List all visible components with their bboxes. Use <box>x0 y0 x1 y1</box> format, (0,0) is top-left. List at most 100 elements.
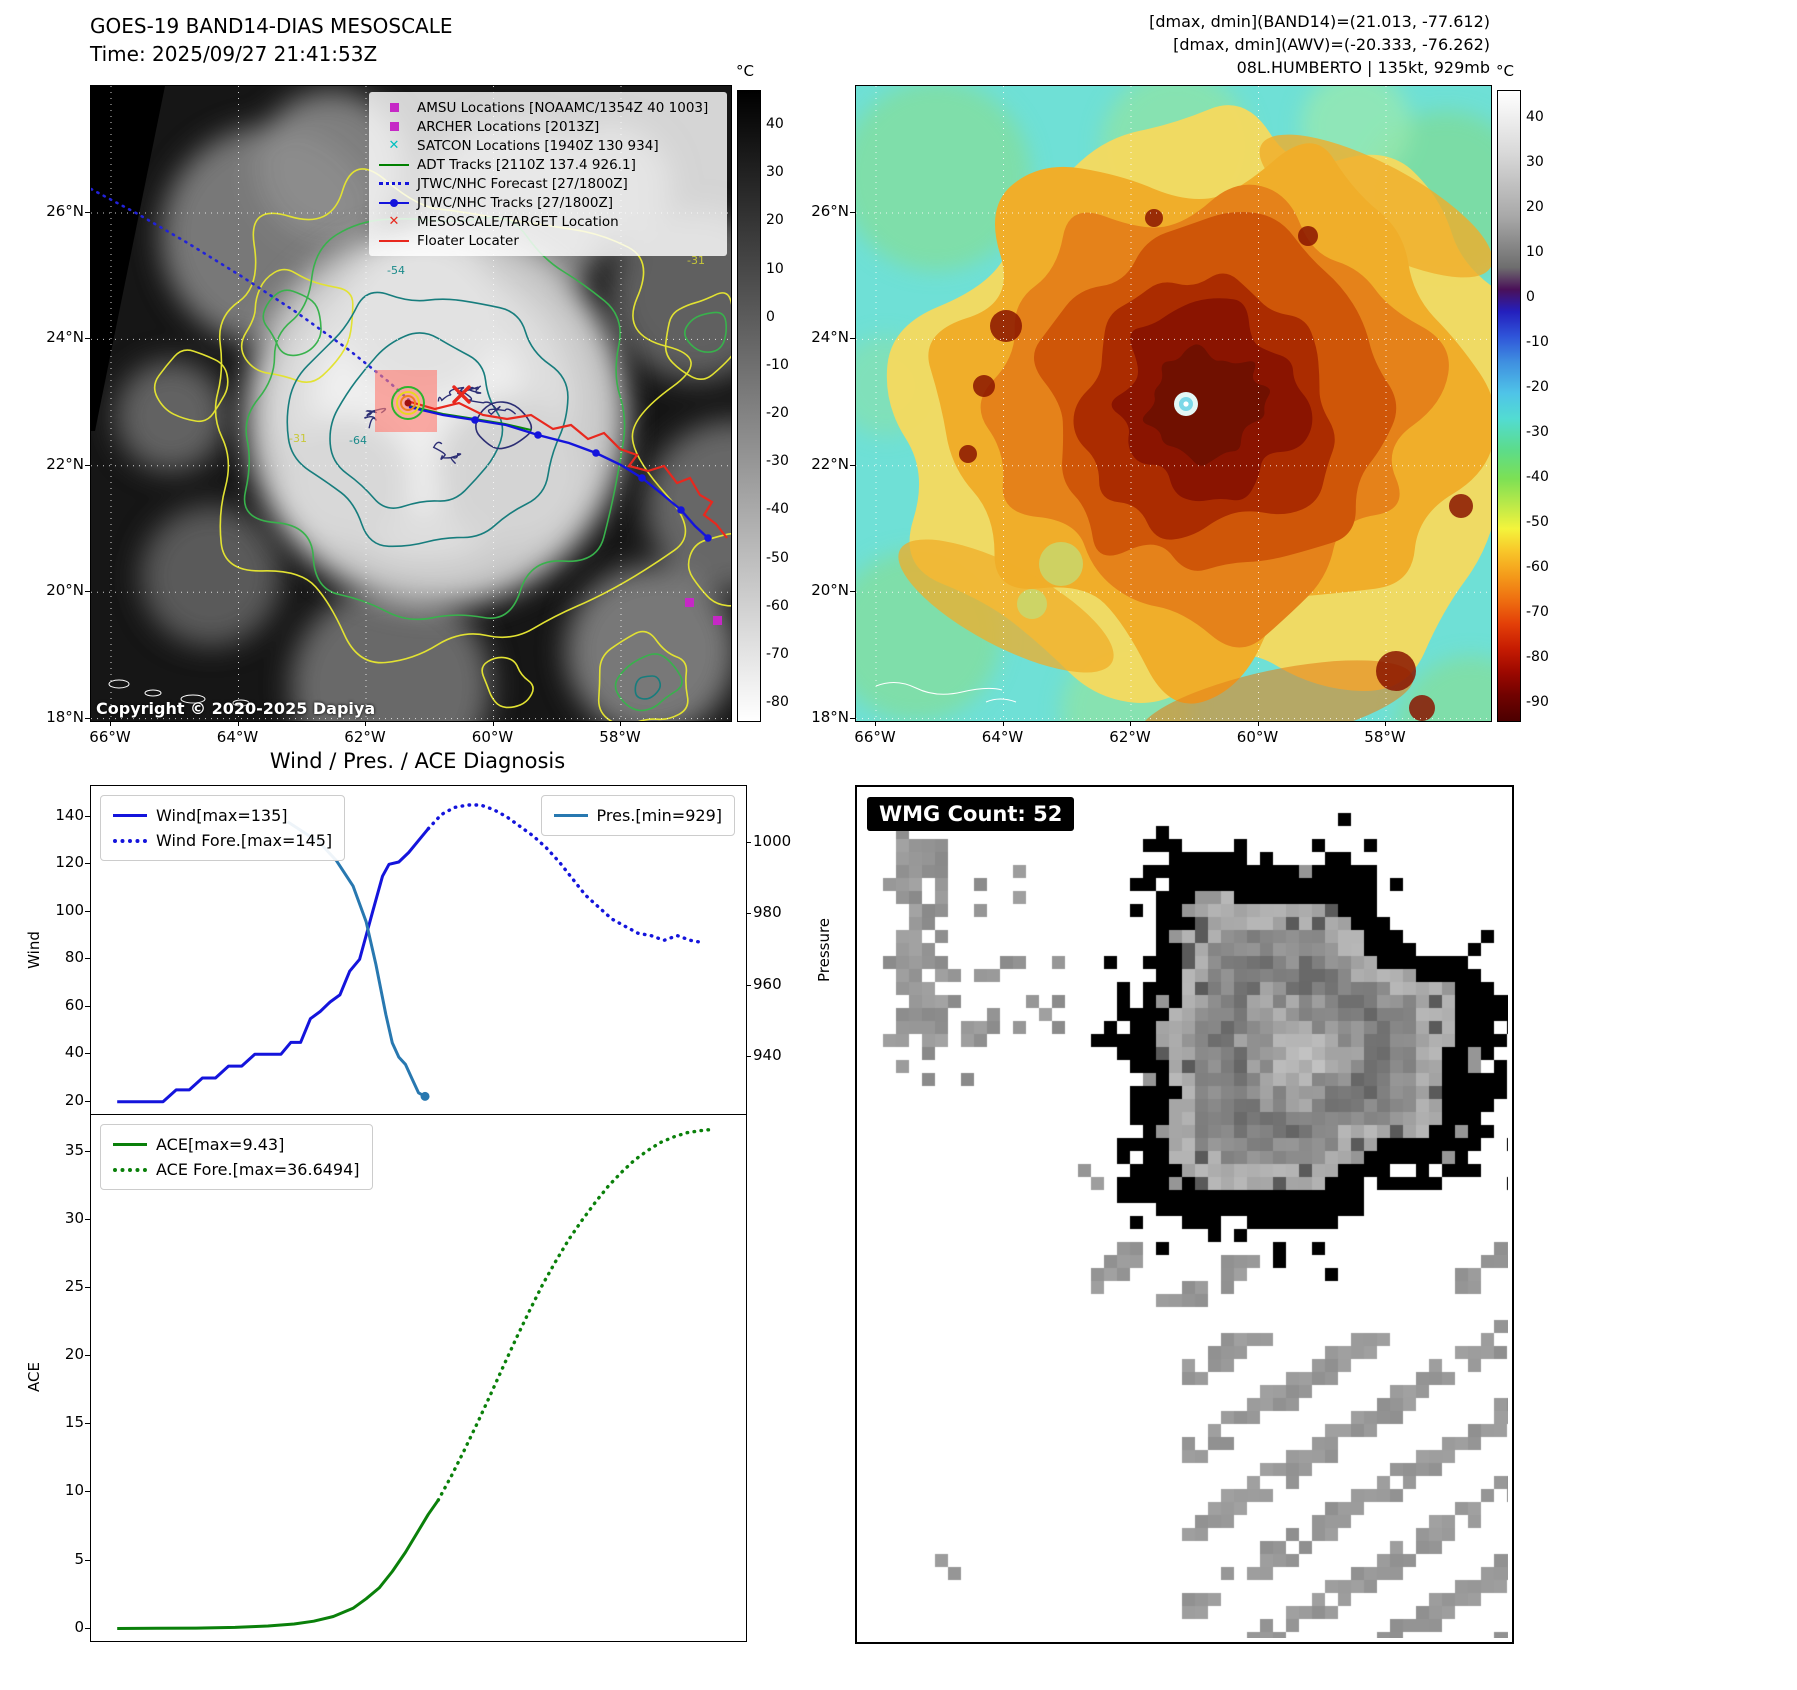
y-tick-label: 18°N <box>811 707 849 726</box>
y-tick-mark <box>85 591 90 593</box>
x-tick-label: 64°W <box>981 728 1024 746</box>
circle-shape <box>1409 695 1435 721</box>
polyline-shape <box>117 827 430 1104</box>
ellipse-shape <box>1138 660 1414 721</box>
path-shape <box>240 268 354 383</box>
circle-shape <box>973 375 995 397</box>
legend-label: ACE Fore.[max=36.6494] <box>156 1160 360 1179</box>
circle-shape <box>1145 209 1163 227</box>
legend-item: ACE Fore.[max=36.6494] <box>113 1157 360 1182</box>
chart-y-tick-label: 100 <box>55 900 84 919</box>
polyline-shape <box>286 820 426 1098</box>
y-tick-label: 20°N <box>46 581 84 600</box>
y-tick-label: 26°N <box>46 202 84 220</box>
rect-shape <box>685 598 694 607</box>
legend-item: ADT Tracks [2110Z 137.4 926.1] <box>377 155 719 174</box>
colorbar-tick-label: -90 <box>1526 694 1549 710</box>
chart-y2-tick-mark <box>746 1056 751 1058</box>
chart-y-tick-label: 25 <box>64 1277 84 1296</box>
diagnosis-chart-title: Wind / Pres. / ACE Diagnosis <box>269 749 566 773</box>
x-marker-glyph: ✕ <box>377 139 411 152</box>
chart-y-tick-mark <box>85 1053 90 1055</box>
path-shape <box>664 292 731 381</box>
chart-y-tick-label: 0 <box>74 1617 84 1636</box>
rect-shape <box>713 616 722 625</box>
path-shape <box>153 349 229 423</box>
circle-shape <box>396 391 420 415</box>
chart-y-tick-label: 20 <box>64 1090 84 1109</box>
y-tick-label: 22°N <box>811 454 849 473</box>
contour-label: -64 <box>349 434 367 447</box>
chart-y-tick-label: 5 <box>74 1549 84 1568</box>
y-tick-mark <box>850 464 855 466</box>
dmax-dmin-band14: [dmax, dmin](BAND14)=(21.013, -77.612) <box>1149 12 1490 31</box>
chart-y-tick-label: 15 <box>64 1413 84 1432</box>
polygon-shape <box>91 86 165 431</box>
wmg-pixel-image <box>857 787 1508 1638</box>
x-tick-mark <box>1002 721 1004 726</box>
colorbar-tick-label: -50 <box>766 549 789 566</box>
circle-shape <box>646 421 731 591</box>
y-tick-label: 24°N <box>811 328 849 347</box>
colorbar-tick-label: -60 <box>766 597 789 614</box>
x-tick-label: 66°W <box>89 728 131 746</box>
chart-y-tick-mark <box>85 1287 90 1289</box>
colorbar-tick-label: 10 <box>1526 244 1544 260</box>
band14-colorbar-unit: °C <box>736 62 754 80</box>
circle-shape <box>1298 226 1318 246</box>
circle-shape <box>638 474 646 482</box>
path-shape <box>597 630 689 721</box>
path-shape <box>614 653 683 712</box>
colorbar-tick-label: 20 <box>766 212 784 229</box>
x-tick-mark <box>1130 721 1131 726</box>
colorbar-tick-label: -80 <box>766 694 789 710</box>
colorbar-tick-label: -60 <box>1526 559 1549 575</box>
legend-label: JTWC/NHC Tracks [27/1800Z] <box>417 194 614 211</box>
chart-y-tick-label: 10 <box>64 1481 84 1500</box>
colorbar-tick-label: 0 <box>766 308 775 325</box>
circle-shape <box>400 395 416 411</box>
chart-y-tick-mark <box>85 1423 90 1425</box>
x-tick-mark <box>492 721 494 726</box>
colorbar-tick-label: -70 <box>766 645 789 662</box>
chart-y-tick-label: 40 <box>64 1043 84 1062</box>
path-shape <box>634 675 662 700</box>
ace-axis-label: ACE <box>25 1362 43 1392</box>
line-glyph <box>379 198 409 207</box>
colorbar-tick-label: -10 <box>766 356 789 373</box>
circle-shape <box>256 91 406 241</box>
legend-label: SATCON Locations [1940Z 130 934] <box>417 137 659 154</box>
circle-shape <box>404 399 412 407</box>
ellipse-shape <box>1259 134 1491 278</box>
chart-y-tick-mark <box>85 815 90 817</box>
chart-y2-tick-mark <box>746 984 751 986</box>
circle-shape <box>959 445 977 463</box>
ace-legend: ACE[max=9.43] ACE Fore.[max=36.6494] <box>100 1124 373 1190</box>
chart-y-tick-label: 60 <box>64 995 84 1014</box>
awv-colorbar-unit: °C <box>1496 62 1514 80</box>
band14-map-legend: AMSU Locations [NOAAMC/1354Z 40 1003] ARC… <box>369 92 727 256</box>
line-glyph <box>379 239 409 242</box>
colorbar-tick-label: -10 <box>1526 334 1549 350</box>
legend-item: ✕ SATCON Locations [1940Z 130 934] <box>377 136 719 155</box>
colorbar-tick-label: 10 <box>766 260 784 277</box>
circle-shape <box>141 506 281 646</box>
colorbar-tick-label: 40 <box>766 116 784 132</box>
chart-y2-tick-mark <box>746 842 751 844</box>
dot-glyph <box>390 198 398 207</box>
x-tick-label: 58°W <box>599 728 641 746</box>
colorbar-tick-label: -30 <box>1526 424 1549 440</box>
legend-label: ADT Tracks [2110Z 137.4 926.1] <box>417 156 636 173</box>
dotted-marker-glyph <box>377 182 411 185</box>
circle-shape <box>856 86 1031 271</box>
contour-label: -31 <box>289 432 307 445</box>
y-tick-mark <box>850 338 855 340</box>
polyline-shape <box>117 1499 440 1630</box>
colorbar-tick-label: -80 <box>1526 649 1549 665</box>
y-tick-mark <box>85 212 90 213</box>
legend-item: AMSU Locations [NOAAMC/1354Z 40 1003] <box>377 98 719 117</box>
path-shape <box>683 311 728 353</box>
path-shape <box>457 392 517 416</box>
legend-item: ACE[max=9.43] <box>113 1132 360 1157</box>
pressure-axis-label: Pressure <box>815 917 833 983</box>
